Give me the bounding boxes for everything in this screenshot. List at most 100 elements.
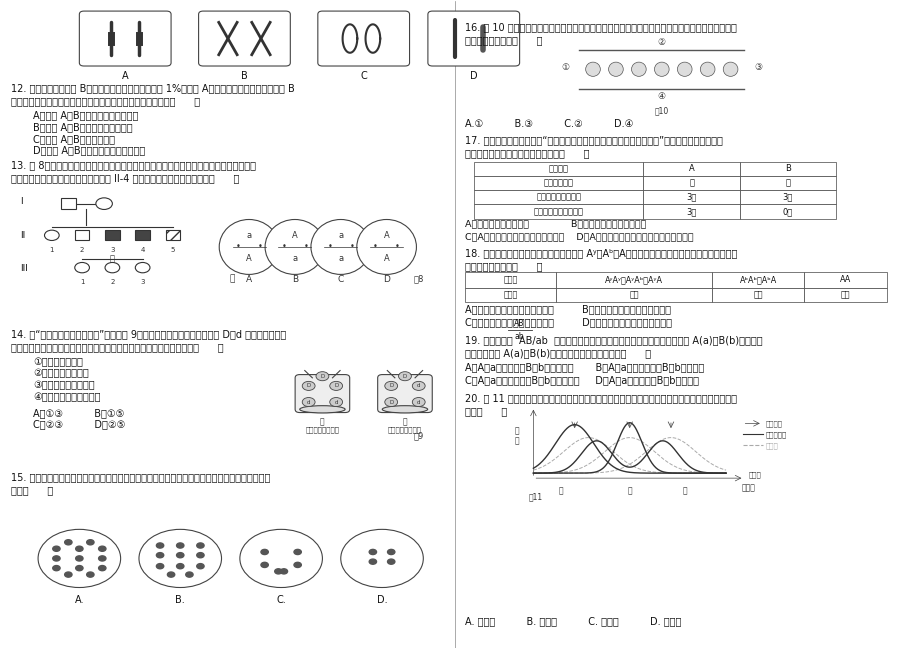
- Bar: [739, 204, 835, 219]
- FancyBboxPatch shape: [427, 11, 519, 66]
- Text: D: D: [389, 384, 393, 388]
- Circle shape: [167, 572, 175, 577]
- Circle shape: [75, 546, 83, 551]
- Text: D: D: [320, 374, 324, 379]
- Circle shape: [135, 262, 150, 273]
- Text: A．胰岛 A、B细胞中表达的基因相同: A．胰岛 A、B细胞中表达的基因相同: [33, 110, 139, 121]
- Text: A: A: [383, 231, 389, 240]
- Bar: [135, 230, 150, 241]
- Ellipse shape: [311, 219, 370, 275]
- Text: 乙: 乙: [627, 486, 631, 495]
- Text: C．黄色与棕色杂交，后代有黑色         D．黄色与黑色杂交，后代有棕色: C．黄色与棕色杂交，后代有黑色 D．黄色与黑色杂交，后代有棕色: [464, 317, 671, 327]
- Circle shape: [329, 382, 342, 391]
- Text: 土样编号: 土样编号: [548, 164, 568, 173]
- Text: C: C: [360, 71, 367, 80]
- Bar: [711, 271, 803, 288]
- Text: d: d: [416, 384, 420, 388]
- Ellipse shape: [300, 406, 345, 413]
- Text: C．②③          D．②⑤: C．②③ D．②⑤: [33, 419, 126, 430]
- Circle shape: [176, 543, 184, 548]
- Ellipse shape: [630, 62, 645, 77]
- Text: •: •: [327, 243, 332, 251]
- Text: C．胰岛 A、B细胞中酶相同: C．胰岛 A、B细胞中酶相同: [33, 134, 116, 144]
- Circle shape: [38, 530, 120, 587]
- Text: I: I: [19, 197, 22, 206]
- Circle shape: [52, 546, 60, 551]
- Text: A. 甲和乙          B. 乙和丙          C. 甲和丙          D. 丙和乙: A. 甲和乙 B. 乙和丙 C. 甲和丙 D. 丙和乙: [464, 616, 680, 626]
- Text: 图8: 图8: [413, 275, 424, 284]
- Text: B: B: [784, 164, 790, 173]
- Text: AA: AA: [839, 275, 850, 284]
- Circle shape: [86, 572, 94, 577]
- Circle shape: [302, 382, 314, 391]
- Bar: [642, 204, 739, 219]
- Text: D: D: [306, 384, 311, 388]
- Text: 13. 图 8甲表示家系中某遗传病的发病情况。图乙是对发病基因的测定。已知控制该性状的: 13. 图 8甲表示家系中某遗传病的发病情况。图乙是对发病基因的测定。已知控制该…: [10, 160, 255, 170]
- Bar: [739, 176, 835, 190]
- Bar: [473, 162, 642, 176]
- Text: D．胰岛 A、B细胞中细胞器的种类相同: D．胰岛 A、B细胞中细胞器的种类相同: [33, 145, 145, 156]
- Text: •: •: [281, 243, 286, 251]
- Text: 不同性状，则 A(a)、B(b)基因的显隐性关系不可能是（      ）: 不同性状，则 A(a)、B(b)基因的显隐性关系不可能是（ ）: [464, 348, 650, 358]
- Text: B．胰岛 A、B细胞中遗传物质相同: B．胰岛 A、B细胞中遗传物质相同: [33, 122, 133, 132]
- Text: 3: 3: [110, 247, 115, 253]
- Text: ①等位基因的分离: ①等位基因的分离: [33, 357, 84, 367]
- Text: A: A: [291, 231, 298, 240]
- Circle shape: [75, 556, 83, 561]
- Circle shape: [384, 382, 397, 391]
- Text: 1: 1: [50, 247, 54, 253]
- Text: 20. 图 11 中甲、乙、丙表示自然选择对种群的三种作用类型，其中最易淘汰及最易产生新物种的分: 20. 图 11 中甲、乙、丙表示自然选择对种群的三种作用类型，其中最易淘汰及最…: [464, 393, 736, 403]
- Circle shape: [75, 565, 83, 570]
- Text: 别是（      ）: 别是（ ）: [464, 406, 506, 416]
- Text: 时需分别从甲、乙中各随机抓取一枚棋子，并记录字母。此操作模拟了（      ）: 时需分别从甲、乙中各随机抓取一枚棋子，并记录字母。此操作模拟了（ ）: [10, 343, 223, 352]
- Text: II: II: [19, 231, 25, 240]
- Text: 一个月后卷烟纸的数量: 一个月后卷烟纸的数量: [533, 207, 583, 216]
- Text: B: B: [241, 71, 247, 80]
- Text: D.: D.: [376, 595, 387, 606]
- Text: B.: B.: [176, 595, 185, 606]
- Circle shape: [340, 530, 423, 587]
- Bar: [105, 230, 119, 241]
- Text: 0条: 0条: [782, 207, 792, 216]
- Text: A．黄色与黄色杂交，后代有棕色         B．棕色与棕色杂交，后代有黄色: A．黄色与黄色杂交，后代有棕色 B．棕色与棕色杂交，后代有黄色: [464, 304, 670, 315]
- Text: 基因型: 基因型: [503, 275, 517, 284]
- Text: D: D: [383, 275, 390, 284]
- Bar: [61, 199, 75, 209]
- Text: 细胞类似的细胞。这一转化过程能夠实现的结构或物质基础是（      ）: 细胞类似的细胞。这一转化过程能夠实现的结构或物质基础是（ ）: [10, 97, 199, 106]
- Text: •: •: [373, 243, 378, 251]
- Circle shape: [294, 562, 301, 567]
- Text: 首先增多的液体是（      ）: 首先增多的液体是（ ）: [464, 35, 541, 45]
- Text: C．A土样灭菌的作用是防止杂菌污染    D．A土样灭菌前不存在分解纤维素的微生物: C．A土样灭菌的作用是防止杂菌污染 D．A土样灭菌前不存在分解纤维素的微生物: [464, 232, 692, 241]
- Ellipse shape: [219, 219, 278, 275]
- FancyBboxPatch shape: [317, 11, 409, 66]
- FancyBboxPatch shape: [378, 374, 432, 413]
- Circle shape: [156, 563, 164, 569]
- Circle shape: [412, 382, 425, 391]
- Text: 18. 小鼠存在控制毛色的复等位基因分别是 Aʸ、Aᵇ、A，基因型和表现型关系如下表。下列杂交结: 18. 小鼠存在控制毛色的复等位基因分别是 Aʸ、Aᵇ、A，基因型和表现型关系如…: [464, 249, 736, 258]
- Circle shape: [369, 550, 376, 554]
- Bar: [642, 190, 739, 204]
- Text: A．①③          B．①⑤: A．①③ B．①⑤: [33, 408, 125, 418]
- Text: 2: 2: [80, 247, 85, 253]
- Circle shape: [280, 569, 288, 574]
- Text: 频
率: 频 率: [514, 426, 518, 446]
- Circle shape: [261, 550, 268, 554]
- Text: 图11: 图11: [528, 493, 542, 502]
- Circle shape: [294, 550, 301, 554]
- Text: C．A对a不完全显性，B对b不完全显性     D．A对a完全显性，B对b完全显性: C．A对a不完全显性，B对b不完全显性 D．A对a完全显性，B对b完全显性: [464, 376, 698, 386]
- Text: 3条: 3条: [686, 207, 696, 216]
- Text: ④非等位基因的自由组合: ④非等位基因的自由组合: [33, 392, 101, 402]
- Circle shape: [105, 262, 119, 273]
- Text: 3: 3: [141, 279, 144, 286]
- Text: 果不可能出现的是（      ）: 果不可能出现的是（ ）: [464, 261, 541, 271]
- Text: 图9: 图9: [414, 431, 424, 440]
- Text: 表现型: 表现型: [503, 290, 517, 299]
- Bar: [473, 176, 642, 190]
- Text: B: B: [291, 275, 298, 284]
- Circle shape: [156, 543, 164, 548]
- Circle shape: [302, 398, 314, 406]
- Text: 乙: 乙: [230, 275, 235, 284]
- Text: a: a: [292, 254, 297, 263]
- Text: （雌性生殖器官）: （雌性生殖器官）: [305, 426, 339, 433]
- Bar: [803, 271, 886, 288]
